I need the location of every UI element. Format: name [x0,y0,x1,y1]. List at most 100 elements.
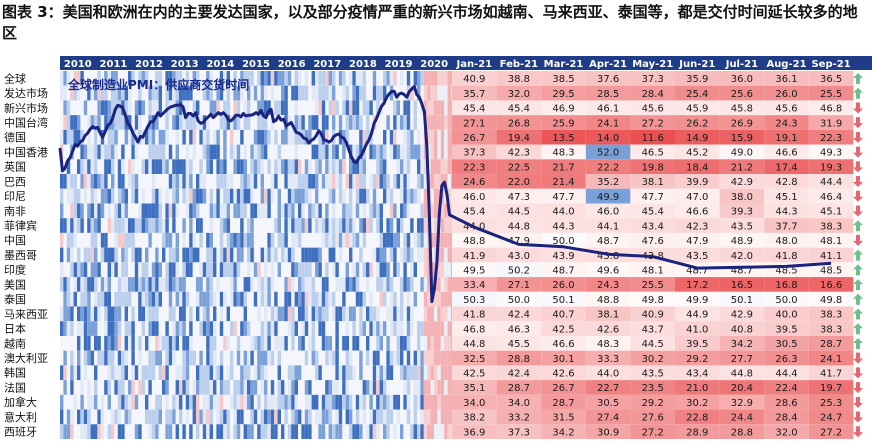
history-cell [138,335,142,351]
history-cell [199,262,203,278]
history-cell [104,277,108,292]
history-cell [372,144,377,160]
history-cell [165,321,169,336]
value-cell [630,321,675,336]
history-cell [77,321,81,336]
history-cell [240,203,244,219]
heat-row [60,335,854,351]
history-cell [393,306,397,322]
history-cell [77,262,81,278]
history-cell [219,409,224,425]
value-label: 37.6 [597,74,619,85]
history-cell [410,424,414,439]
history-cell [83,424,88,439]
history-cell [77,188,81,204]
value-label: 32.0 [508,89,530,100]
history-cell [325,232,329,248]
history-cell [291,365,295,381]
history-cell [209,409,213,425]
value-cell [764,144,809,160]
history-cell [111,218,115,233]
value-label: 45.6 [775,104,797,115]
value-label: 41.7 [820,369,842,380]
history-cell [325,277,329,292]
history-cell [444,85,448,101]
value-cell [452,424,497,439]
history-cell [447,85,451,101]
value-cell [719,85,765,101]
history-cell [141,203,145,219]
history-cell [325,71,329,86]
history-cell [90,321,94,336]
history-cell [128,321,132,336]
history-cell [386,262,390,278]
history-cell [423,277,428,292]
history-cell [236,144,241,160]
value-label: 19.8 [642,162,664,173]
history-cell [294,144,298,160]
history-cell [104,188,108,204]
history-cell [185,380,190,395]
history-cell [213,365,217,381]
history-cell [386,350,390,366]
history-cell [355,424,360,439]
value-cell [808,100,854,116]
value-cell [585,159,631,175]
row-label: 马来西亚 [4,308,48,321]
value-labels: 40.9 38.8 38.5 37.6 37.3 35.9 36.0 36.1 36.535.7… [463,74,842,438]
history-cell [158,394,162,410]
history-cell [257,115,261,130]
history-cell [304,85,309,101]
history-cell [294,218,298,233]
arrow-down-icon [853,102,863,114]
value-label: 27.6 [642,413,664,424]
history-cell [444,350,448,366]
history-cell [287,159,292,175]
history-cell [427,424,431,439]
history-cell [219,350,224,366]
history-cell [423,365,428,381]
value-cell [585,277,631,292]
value-label: 44.5 [508,207,530,218]
history-cell [345,85,349,101]
history-cell [335,394,339,410]
value-cell [675,203,720,219]
value-label: 47.9 [686,236,708,247]
history-cell [168,85,173,101]
value-label: 39.9 [686,177,708,188]
history-cell [396,100,400,116]
history-cell [362,129,366,145]
history-cell [209,350,213,366]
history-cell [233,409,237,425]
history-cell [294,174,298,189]
history-cell [298,85,302,101]
value-label: 27.4 [597,413,619,424]
history-cell [349,277,353,292]
value-cell [541,262,586,278]
history-cell [226,409,230,425]
history-cell [332,394,336,410]
history-cell [406,335,411,351]
history-cell [328,380,332,395]
history-cell [87,129,91,145]
history-cell [182,365,186,381]
history-cell [192,100,196,116]
value-label: 25.6 [731,89,753,100]
history-cell [420,350,424,366]
history-cell [219,365,224,381]
history-cell [66,129,71,145]
history-cell [243,115,247,130]
history-cell [396,306,400,322]
history-cell [440,291,445,307]
history-cell [219,262,224,278]
history-cell [189,232,193,248]
history-cell [321,174,326,189]
history-cell [403,174,407,189]
history-cell [393,129,397,145]
history-cell [423,203,428,219]
history-cell [400,291,404,307]
history-cell [264,365,268,381]
history-cell [83,350,88,366]
row-label: 泰国 [4,292,26,306]
history-cell [80,409,84,425]
